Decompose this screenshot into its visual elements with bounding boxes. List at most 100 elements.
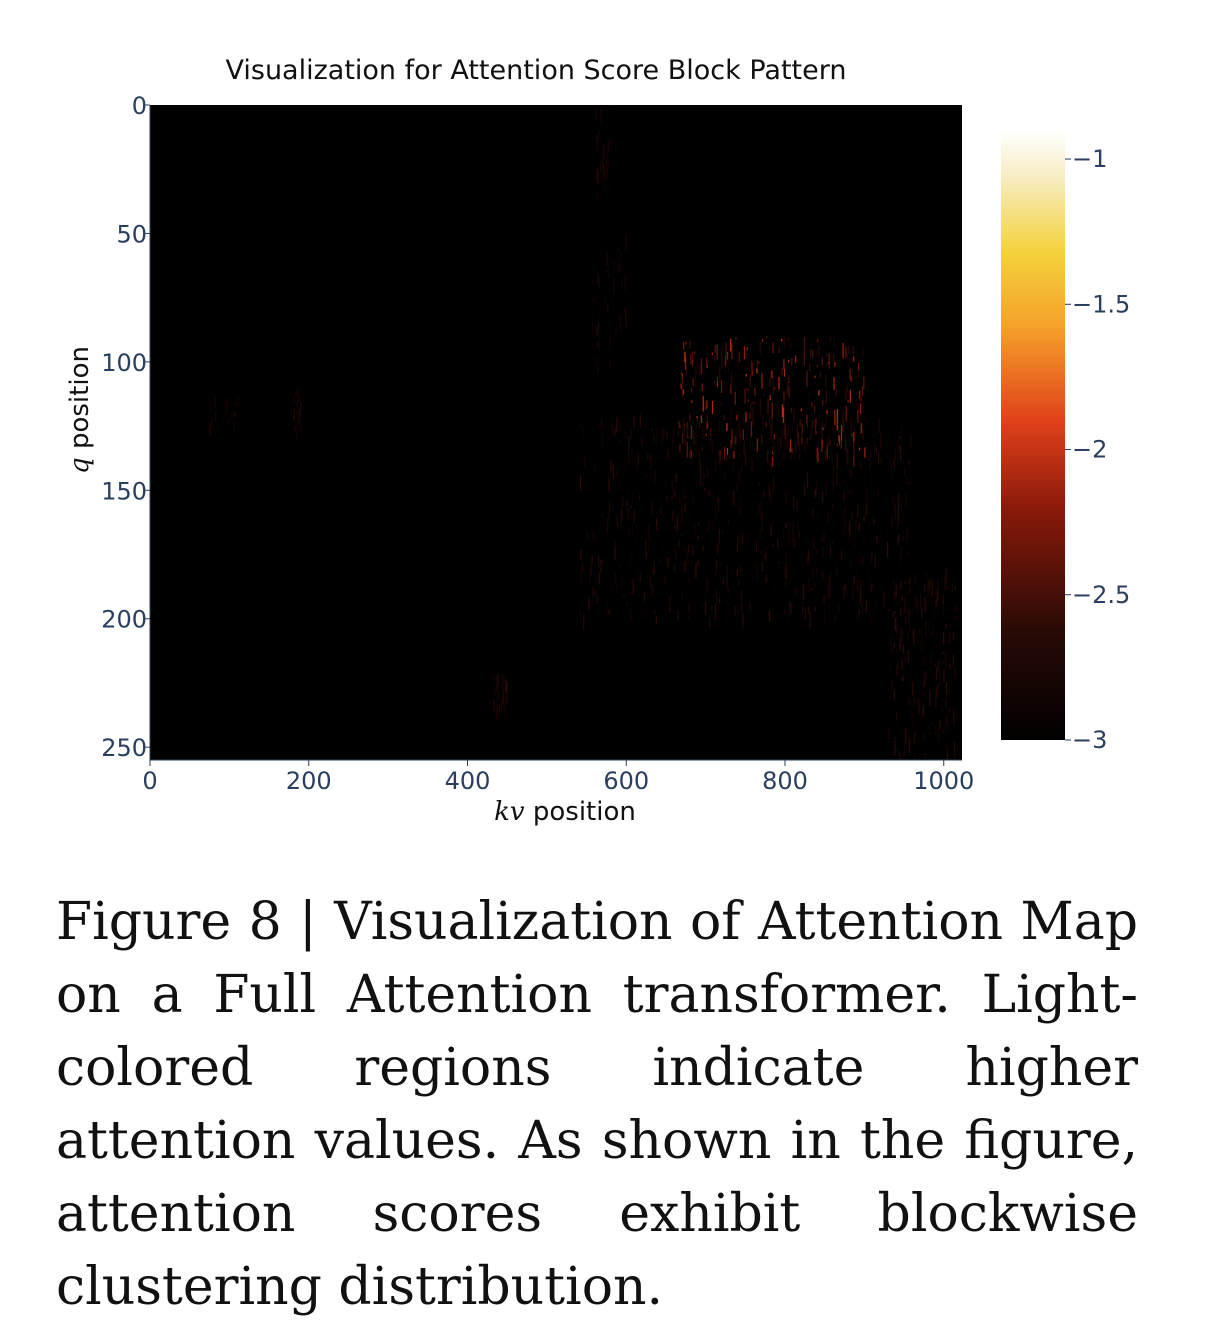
- heatmap-cell: [862, 599, 864, 605]
- heatmap-cell: [777, 436, 780, 445]
- heatmap-cell: [816, 617, 818, 634]
- heatmap-cell: [870, 533, 872, 549]
- heatmap-cell: [500, 687, 503, 701]
- heatmap-cell: [773, 385, 775, 393]
- heatmap-cell: [761, 561, 763, 572]
- heatmap-cell: [798, 432, 800, 443]
- heatmap-cell: [719, 366, 721, 382]
- heatmap-cell: [813, 538, 815, 549]
- heatmap-cell: [598, 277, 600, 288]
- heatmap-cell: [928, 620, 930, 631]
- heatmap-cell: [625, 323, 628, 329]
- heatmap-cell: [902, 537, 904, 551]
- heatmap-cell: [615, 572, 617, 583]
- heatmap-cell: [840, 425, 843, 441]
- heatmap-cell: [740, 577, 742, 583]
- heatmap-cell: [661, 437, 663, 445]
- heatmap-cell: [609, 341, 612, 347]
- heatmap-cell: [831, 456, 833, 465]
- heatmap-cell: [596, 134, 598, 140]
- heatmap-cell: [233, 421, 235, 435]
- heatmap-cell: [212, 420, 215, 437]
- heatmap-cell: [954, 665, 956, 679]
- heatmap-cell: [818, 345, 820, 356]
- heatmap-cell: [753, 418, 755, 427]
- heatmap-cell: [619, 261, 622, 272]
- heatmap-cell: [902, 500, 904, 503]
- heatmap-cell: [678, 382, 681, 386]
- heatmap-cell: [655, 617, 657, 634]
- heatmap-cell: [764, 552, 766, 561]
- heatmap-cell: [746, 546, 748, 552]
- heatmap-cell: [796, 424, 799, 438]
- heatmap-cell: [868, 597, 870, 614]
- heatmap-cell: [792, 413, 794, 424]
- heatmap-cell: [939, 719, 941, 730]
- heatmap-cell: [772, 342, 774, 353]
- heatmap-cell: [743, 346, 746, 360]
- heatmap-cell: [778, 417, 780, 423]
- heatmap-cell: [233, 412, 235, 419]
- heatmap-cell: [822, 400, 824, 406]
- heatmap-cell: [771, 454, 773, 457]
- heatmap-cell: [213, 400, 215, 406]
- heatmap-cell: [899, 495, 901, 499]
- heatmap-cell: [493, 676, 496, 682]
- heatmap-cell: [590, 561, 592, 565]
- heatmap-cell: [884, 517, 886, 523]
- heatmap-cell: [919, 757, 921, 760]
- heatmap-cell: [857, 440, 859, 456]
- heatmap-cell: [727, 588, 729, 594]
- heatmap-cell: [705, 433, 707, 437]
- heatmap-cell: [897, 538, 899, 546]
- heatmap-cell: [606, 519, 609, 533]
- heatmap-cell: [889, 715, 892, 724]
- heatmap-cell: [777, 398, 779, 415]
- heatmap-cell: [955, 651, 957, 655]
- heatmap-cell: [664, 575, 666, 584]
- heatmap-cell: [704, 488, 706, 491]
- heatmap-cell: [686, 422, 688, 438]
- heatmap-cell: [765, 422, 767, 428]
- heatmap-cell: [614, 428, 616, 437]
- heatmap-cell: [855, 397, 858, 413]
- heatmap-cell: [822, 427, 824, 430]
- heatmap-cell: [594, 589, 597, 596]
- heatmap-cell: [803, 336, 806, 350]
- heatmap-cell: [589, 604, 592, 608]
- heatmap-cell: [718, 421, 720, 432]
- heatmap-cell: [617, 247, 619, 253]
- heatmap-cell: [716, 497, 719, 503]
- heatmap-cell: [803, 612, 805, 629]
- heatmap-cell: [817, 350, 819, 361]
- heatmap-cells: [207, 105, 957, 760]
- heatmap-cell: [792, 537, 794, 546]
- heatmap-cell: [910, 442, 912, 448]
- heatmap-cell: [916, 721, 918, 733]
- heatmap-cell: [740, 433, 742, 440]
- heatmap-cell: [763, 381, 765, 397]
- colorbar: [1001, 130, 1065, 740]
- heatmap-cell: [919, 689, 921, 695]
- heatmap-cell: [906, 671, 908, 688]
- heatmap-cell: [873, 422, 875, 439]
- heatmap-cell: [802, 606, 804, 615]
- heatmap-cell: [707, 523, 709, 531]
- heatmap-cell: [913, 691, 915, 694]
- heatmap-cell: [799, 443, 801, 451]
- heatmap-cell: [946, 656, 948, 670]
- heatmap-figure: Visualization for Attention Score Block …: [65, 55, 1130, 827]
- heatmap-cell: [920, 642, 922, 651]
- heatmap-cell: [584, 456, 586, 467]
- heatmap-cell: [788, 521, 790, 537]
- heatmap-cell: [603, 143, 605, 160]
- heatmap-cell: [667, 557, 670, 568]
- x-axis-label: kv position: [494, 797, 636, 827]
- heatmap-cell: [864, 509, 866, 523]
- heatmap-cell: [215, 410, 217, 421]
- heatmap-cell: [845, 388, 847, 397]
- heatmap-cell: [704, 439, 706, 442]
- heatmap-cell: [652, 583, 654, 594]
- heatmap-cell: [602, 155, 604, 169]
- heatmap-cell: [595, 108, 597, 120]
